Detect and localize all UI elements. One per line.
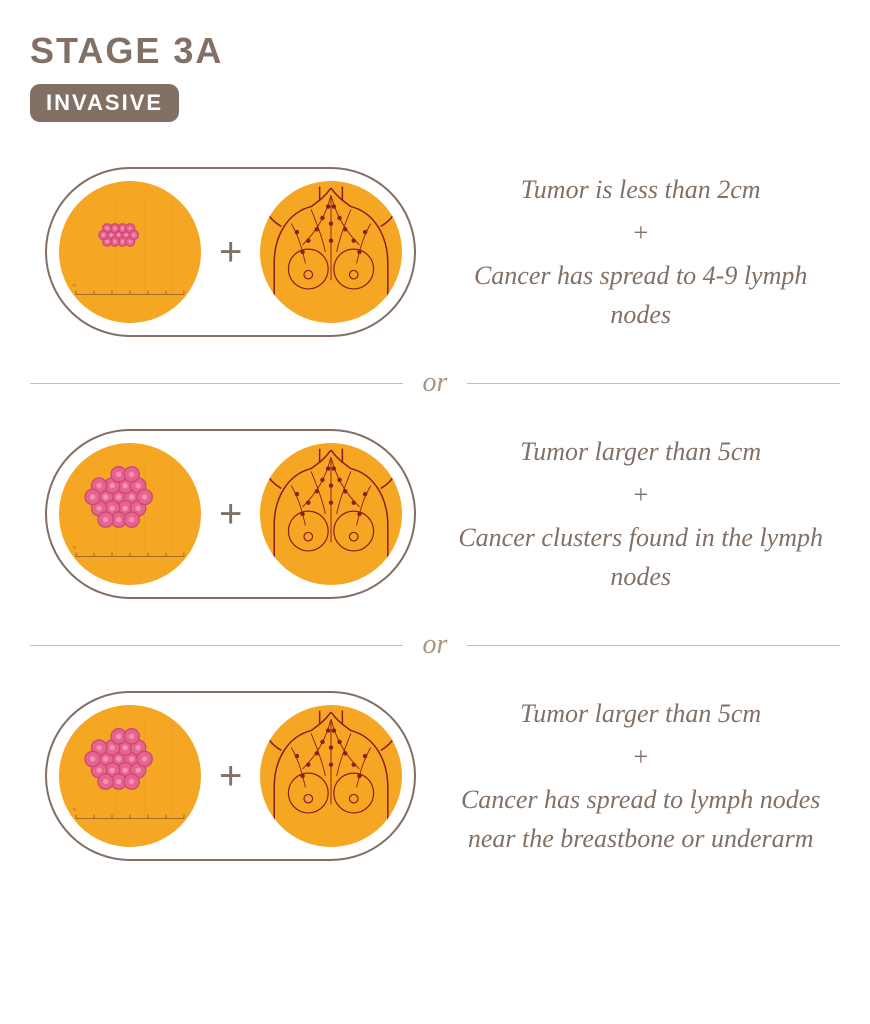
scenario-row: In Cm + Tumor larger than 5cm + Cancer ha… [30,691,840,861]
anatomy-circle [260,705,402,847]
stage-title: STAGE 3A [30,30,840,72]
illustration-capsule: In Cm + [45,167,416,337]
spread-text: Cancer has spread to lymph nodes near th… [461,785,820,853]
scenario-row: In Cm + Tumor larger than 5cm + Cancer cl… [30,429,840,599]
anatomy-circle [260,443,402,585]
or-label: or [423,629,448,661]
separator-line [467,383,840,384]
plus-inline-icon: + [456,475,825,514]
illustration-capsule: In Cm + [45,429,416,599]
tumor-size-text: Tumor larger than 5cm [520,437,761,466]
svg-text:Cm: Cm [73,825,80,830]
header: STAGE 3A INVASIVE [30,30,840,122]
scenario-description: Tumor is less than 2cm + Cancer has spre… [456,170,825,334]
or-separator: or [30,367,840,399]
separator-line [467,645,840,646]
plus-inline-icon: + [456,213,825,252]
invasive-badge: INVASIVE [30,84,179,122]
svg-text:In: In [73,283,76,288]
tumor-circle: In Cm [59,705,201,847]
tumor-size-text: Tumor is less than 2cm [521,175,761,204]
tumor-circle: In Cm [59,443,201,585]
separator-line [30,383,403,384]
plus-inline-icon: + [456,737,825,776]
or-label: or [423,367,448,399]
separator-line [30,645,403,646]
plus-icon: + [219,492,242,537]
illustration-capsule: In Cm + [45,691,416,861]
svg-text:Cm: Cm [73,301,80,306]
spread-text: Cancer has spread to 4-9 lymph nodes [474,261,807,329]
tumor-circle: In Cm [59,181,201,323]
svg-text:Cm: Cm [73,563,80,568]
scenario-row: In Cm + Tumor is less than 2cm + Cancer h… [30,167,840,337]
plus-icon: + [219,754,242,799]
scenario-description: Tumor larger than 5cm + Cancer clusters … [456,432,825,596]
plus-icon: + [219,230,242,275]
tumor-size-text: Tumor larger than 5cm [520,699,761,728]
scenario-description: Tumor larger than 5cm + Cancer has sprea… [456,694,825,858]
or-separator: or [30,629,840,661]
svg-text:In: In [73,545,76,550]
anatomy-circle [260,181,402,323]
spread-text: Cancer clusters found in the lymph nodes [458,523,823,591]
svg-text:In: In [73,807,76,812]
